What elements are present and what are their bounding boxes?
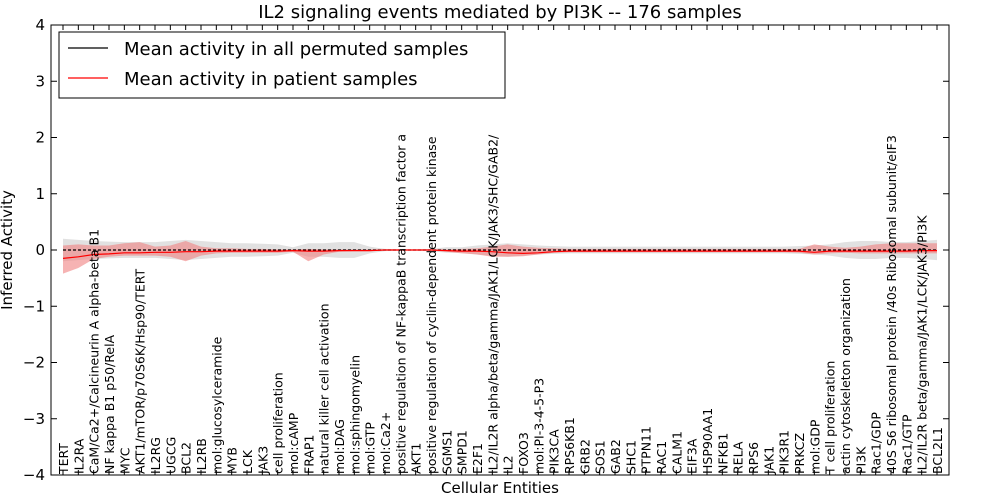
y-tick-label: 4 [35,16,45,34]
x-tick-label: NF kappa B1 p50/RelA [102,334,117,474]
y-tick-label: −3 [23,410,45,428]
y-tick-label: 3 [35,72,45,90]
x-tick-label: E2F1 [470,443,485,474]
x-tick-label: positive regulation of cyclin-dependent … [424,136,439,474]
y-tick-label: −4 [23,466,45,484]
x-tick-label: SHC1 [623,440,638,474]
legend-box [58,31,506,99]
legend-label-patient: Mean activity in patient samples [124,69,418,90]
x-tick-label: FRAP1 [301,435,316,474]
legend-label-permuted: Mean activity in all permuted samples [124,39,468,60]
plot-frame [50,24,950,476]
x-axis-label: Cellular Entities [441,479,559,497]
x-tick-label: CALM1 [669,431,684,474]
x-tick-label: Rac1/GDP [869,412,884,474]
x-tick-label: mol:DAG [332,419,347,474]
x-tick-label: mol:glucosylceramide [209,336,224,474]
x-tick-label: mol:sphingomyelin [347,355,362,474]
x-tick-label: PI3K [853,446,868,474]
y-tick-label: 2 [35,129,45,147]
series-line-1 [62,249,937,259]
x-tick-label: UGCG [163,437,178,474]
x-tick-label: RPS6 [746,442,761,474]
y-tick-label: 1 [35,185,45,203]
x-tick-label: JAK3 [255,446,270,475]
x-tick-label: BCL2 [179,442,194,474]
y-axis-label: Inferred Activity [0,190,16,310]
chart-title: IL2 signaling events mediated by PI3K --… [258,2,742,23]
x-tick-label: GRB2 [577,439,592,474]
y-tick-label: −2 [23,354,45,372]
y-tick-labels: 4 3 2 1 0 −1 −2 −3 −4 [23,16,45,484]
x-tick-label: LCK [240,449,255,474]
x-tick-label: mol:PI-3-4-5-P3 [531,378,546,474]
x-tick-label: AKT1 [409,443,424,474]
x-tick-label: T cell proliferation [823,361,838,475]
x-tick-label: CaM/Ca2+/Calcineurin A alpha-beta B1 [87,229,102,474]
x-tick-label: PRKCZ [792,433,807,474]
x-tick-label: RELA [731,441,746,474]
x-tick-label: NFKB1 [715,433,730,474]
x-tick-label: 40S S6 ribosomal protein /40s Ribosomal … [884,135,899,474]
y-tick-label: −1 [23,297,45,315]
x-tick-label: mol:GTP [363,422,378,474]
y-tick-label: 0 [35,241,45,259]
x-tick-label: GAB2 [608,439,623,474]
x-tick-label: IL2 [501,455,516,474]
x-tick-label: mol:cAMP [286,412,301,474]
x-tick-label: IL2RB [194,438,209,474]
series-lines [62,249,937,259]
x-tick-label: positive regulation of NF-kappaB transcr… [393,134,408,474]
x-tick-label: FOXO3 [516,432,531,474]
x-tick-label: natural killer cell activation [317,303,332,474]
x-tick-label: PTPN11 [639,426,654,474]
x-tick-label: mol:Ca2+ [378,412,393,474]
x-tick-label: EIF3A [685,438,700,474]
series-band-1 [63,241,937,274]
x-tick-label: actin cytoskeleton organization [838,278,853,474]
x-tick-label: MYC [117,447,132,474]
x-tick-label: SMPD1 [455,430,470,474]
x-tick-label: cell proliferation [271,372,286,474]
x-tick-label: IL2/IL2R alpha/beta/gamma/JAK1/LCK/JAK3/… [485,134,500,474]
x-tick-label: AKT1/mTOR/p70S6K/Hsp90/TERT [133,268,148,474]
x-tick-label: BCL2L1 [930,427,945,474]
x-tick-label: IL2RA [71,438,86,474]
x-tick-label: PIK3R1 [777,430,792,474]
x-tick-label: PIK3CA [547,429,562,474]
x-tick-label: RAC1 [654,441,669,474]
x-tick-label: RPS6KB1 [562,417,577,474]
x-tick-label: SOS1 [593,440,608,474]
plot-area: TERT IL2RA CaM/Ca2+/Calcineurin A alpha-be… [50,24,950,476]
legend: Mean activity in all permuted samples Me… [58,31,506,99]
x-tick-label: TERT [56,443,71,475]
x-tick-label: HSP90AA1 [700,408,715,474]
x-tick-label: IL2RG [148,437,163,474]
x-tick-label: mol:GDP [807,419,822,474]
x-tick-label: SGMS1 [439,430,454,474]
x-tick-labels: TERT IL2RA CaM/Ca2+/Calcineurin A alpha-be… [56,134,945,475]
x-tick-label: MYB [225,447,240,474]
x-tick-label: IL2/IL2R beta/gamma/JAK1/LCK/JAK3/PI3K [915,215,930,474]
x-tick-label: Rac1/GTP [899,414,914,474]
x-tick-label: JAK1 [761,446,776,475]
